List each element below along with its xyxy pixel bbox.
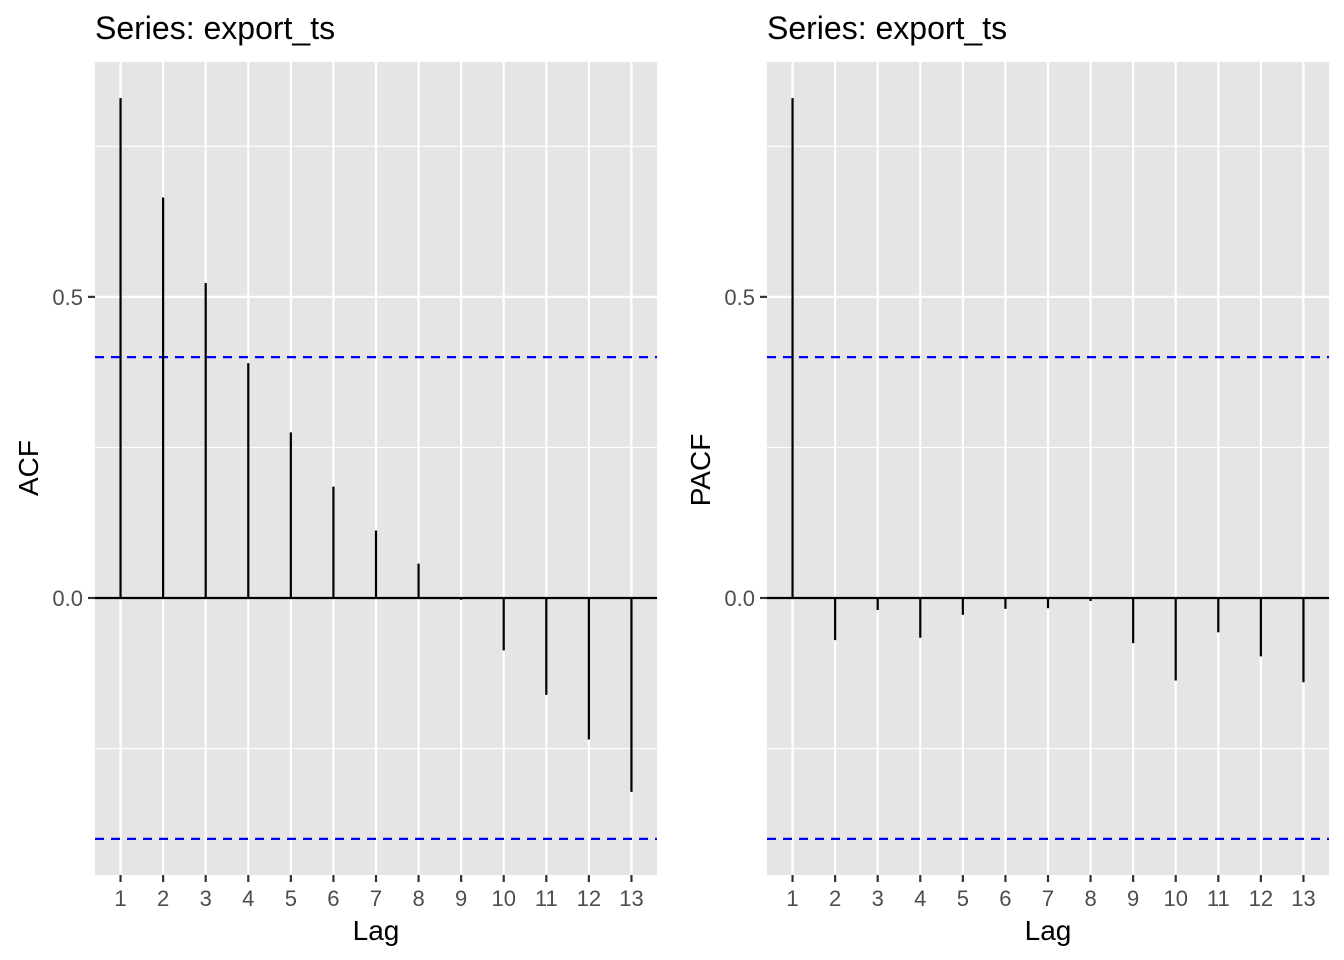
y-tick-label: 0.5 [724,285,755,310]
x-tick-label: 5 [957,886,969,911]
y-axis-label: PACF [685,434,716,507]
pacf-chart: Series: export_ts 0.0 0.5 1 2 3 4 5 6 7 8 9 10 11 12… [672,0,1344,960]
chart-title: Series: export_ts [767,10,1007,46]
y-tick-label: 0.0 [724,586,755,611]
y-axis-label: ACF [13,440,44,496]
x-tick-label: 11 [535,886,558,911]
x-tick-label: 10 [491,886,515,911]
acf-chart: Series: export_ts 0.0 0.5 1 2 3 4 5 6 7 8 9 10 11 12… [13,10,657,946]
x-tick-label: 11 [1207,886,1230,911]
x-tick-label: 13 [619,886,643,911]
pacf-chart-svg: Series: export_ts 0.00.5 1 2 3 4 5 6 7 8 9 10 11 12… [685,10,1329,946]
x-tick-label: 1 [786,886,798,911]
x-tick-label: 9 [1127,886,1139,911]
x-tick-label: 10 [1163,886,1187,911]
x-tick-label: 1 [114,886,126,911]
x-tick-label: 9 [455,886,467,911]
y-axis-ticks: 0.0 0.5 [724,285,767,611]
x-axis-label: Lag [353,915,400,946]
pacf-stems [791,98,1305,683]
x-axis-ticks: 1 2 3 4 5 6 7 8 9 10 11 12 13 [114,875,644,911]
acf-chart-svg: Series: export_ts 0.00.5 1 2 3 4 5 6 7 8 9 10 11 12… [13,10,657,946]
x-tick-label: 6 [327,886,339,911]
y-tick-label: 0.0 [52,586,83,611]
confidence-bounds [767,355,1329,840]
x-tick-label: 2 [829,886,841,911]
x-tick-label: 12 [577,886,601,911]
x-tick-label: 6 [999,886,1011,911]
x-tick-label: 7 [370,886,382,911]
x-tick-label: 12 [1249,886,1273,911]
chart-title: Series: export_ts [95,10,335,46]
x-tick-label: 2 [157,886,169,911]
x-tick-label: 8 [412,886,424,911]
x-tick-label: 4 [914,886,926,911]
x-tick-label: 8 [1084,886,1096,911]
confidence-bounds [95,355,657,840]
x-axis-label: Lag [1025,915,1072,946]
x-tick-label: 4 [242,886,254,911]
x-axis-ticks: 1 2 3 4 5 6 7 8 9 10 11 12 13 [786,875,1316,911]
x-tick-label: 3 [872,886,884,911]
x-tick-label: 5 [285,886,297,911]
acf-stems [119,98,633,792]
x-tick-label: 3 [200,886,212,911]
y-axis-ticks: 0.0 0.5 [52,285,95,611]
y-tick-label: 0.5 [52,285,83,310]
x-tick-label: 13 [1291,886,1315,911]
x-tick-label: 7 [1042,886,1054,911]
